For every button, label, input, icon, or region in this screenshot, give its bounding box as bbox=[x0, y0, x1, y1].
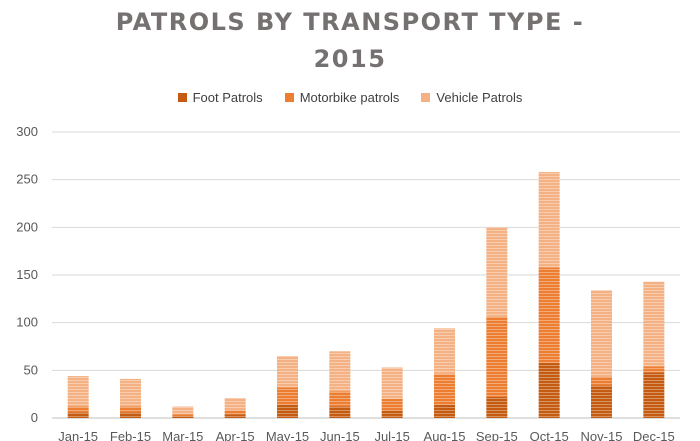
bar-may-15-vehicle-patrols bbox=[277, 356, 298, 388]
legend-swatch-motorbike bbox=[284, 93, 294, 102]
x-tick-label-dec-15: Dec-15 bbox=[633, 429, 675, 441]
bar-feb-15-foot-patrols bbox=[120, 412, 141, 418]
bar-jun-15-foot-patrols bbox=[329, 406, 351, 418]
chart-title-line-2: 2015 bbox=[313, 45, 387, 73]
bar-mar-15-foot-patrols bbox=[172, 416, 194, 418]
bar-apr-15-foot-patrols bbox=[224, 414, 246, 418]
bar-sep-15-vehicle-patrols bbox=[486, 227, 508, 317]
bar-dec-15-foot-patrols bbox=[643, 372, 665, 418]
x-tick-label-apr-15: Apr-15 bbox=[216, 429, 255, 441]
x-tick-label-aug-15: Aug-15 bbox=[424, 429, 466, 441]
legend-swatch-vehicle bbox=[421, 93, 431, 102]
bar-nov-15-vehicle-patrols bbox=[591, 290, 612, 378]
y-tick-label-50: 50 bbox=[24, 362, 38, 377]
bar-jul-15-vehicle-patrols bbox=[381, 367, 403, 399]
legend-label-motorbike: Motorbike patrols bbox=[299, 90, 400, 105]
bar-jan-15-motorbike-patrols bbox=[67, 406, 89, 413]
bar-apr-15-motorbike-patrols bbox=[224, 410, 246, 415]
x-tick-label-jan-15: Jan-15 bbox=[58, 429, 98, 441]
bar-aug-15-foot-patrols bbox=[434, 404, 455, 418]
x-tick-label-sep-15: Sep-15 bbox=[476, 429, 518, 441]
bar-dec-15-vehicle-patrols bbox=[643, 281, 665, 367]
x-tick-label-nov-15: Nov-15 bbox=[581, 429, 623, 441]
legend-label-vehicle: Vehicle Patrols bbox=[436, 90, 523, 105]
bar-jan-15-vehicle-patrols bbox=[67, 376, 89, 407]
y-tick-label-0: 0 bbox=[31, 410, 38, 425]
legend-label-foot: Foot Patrols bbox=[192, 90, 263, 105]
bar-jul-15-foot-patrols bbox=[381, 410, 403, 418]
bar-jan-15-foot-patrols bbox=[67, 412, 89, 418]
bar-feb-15-motorbike-patrols bbox=[120, 406, 141, 413]
legend-item-motorbike-patrols: Motorbike patrols bbox=[284, 90, 400, 105]
legend-item-vehicle-patrols: Vehicle Patrols bbox=[421, 90, 522, 105]
x-tick-label-feb-15: Feb-15 bbox=[110, 429, 151, 441]
bar-apr-15-vehicle-patrols bbox=[224, 397, 246, 411]
bar-mar-15-vehicle-patrols bbox=[172, 406, 194, 415]
legend-item-foot-patrols: Foot Patrols bbox=[177, 90, 263, 105]
bar-aug-15-vehicle-patrols bbox=[434, 328, 455, 375]
bar-jun-15-vehicle-patrols bbox=[329, 351, 351, 392]
bar-may-15-motorbike-patrols bbox=[277, 387, 298, 405]
bar-aug-15-motorbike-patrols bbox=[434, 374, 455, 405]
bar-mar-15-motorbike-patrols bbox=[172, 414, 194, 417]
bar-nov-15-foot-patrols bbox=[591, 385, 612, 418]
bar-nov-15-motorbike-patrols bbox=[591, 377, 612, 386]
legend-swatch-foot bbox=[177, 93, 187, 102]
bar-sep-15-foot-patrols bbox=[486, 397, 508, 418]
chart-title-line-1: PATROLS BY TRANSPORT TYPE - bbox=[115, 8, 585, 36]
y-tick-label-250: 250 bbox=[16, 172, 38, 187]
bar-jul-15-motorbike-patrols bbox=[381, 398, 403, 411]
x-tick-label-mar-15: Mar-15 bbox=[162, 429, 203, 441]
bar-sep-15-motorbike-patrols bbox=[486, 316, 508, 398]
x-tick-label-oct-15: Oct-15 bbox=[530, 429, 569, 441]
bar-dec-15-motorbike-patrols bbox=[643, 366, 665, 373]
y-tick-label-150: 150 bbox=[16, 267, 38, 282]
legend: Foot Patrols Motorbike patrols Vehicle P… bbox=[0, 90, 700, 105]
y-tick-label-100: 100 bbox=[16, 315, 38, 330]
bar-oct-15-motorbike-patrols bbox=[538, 267, 560, 363]
bar-feb-15-vehicle-patrols bbox=[120, 378, 141, 407]
y-tick-label-300: 300 bbox=[16, 124, 38, 139]
x-tick-label-jun-15: Jun-15 bbox=[320, 429, 360, 441]
bar-oct-15-vehicle-patrols bbox=[538, 172, 560, 268]
x-tick-label-jul-15: Jul-15 bbox=[374, 429, 409, 441]
bar-jun-15-motorbike-patrols bbox=[329, 391, 351, 407]
x-tick-label-may-15: May-15 bbox=[266, 429, 309, 441]
chart-title: PATROLS BY TRANSPORT TYPE - 2015 bbox=[0, 4, 700, 78]
bar-oct-15-foot-patrols bbox=[538, 362, 560, 418]
y-tick-label-200: 200 bbox=[16, 219, 38, 234]
bar-may-15-foot-patrols bbox=[277, 404, 298, 418]
